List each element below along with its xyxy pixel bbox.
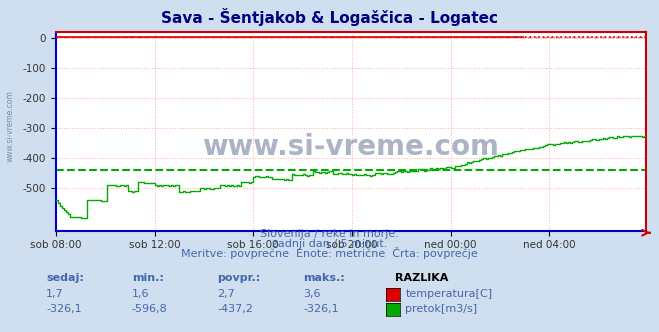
Text: temperatura[C]: temperatura[C]	[405, 289, 492, 299]
Text: Slovenija / reke in morje.: Slovenija / reke in morje.	[260, 229, 399, 239]
Text: maks.:: maks.:	[303, 273, 345, 283]
Text: 1,7: 1,7	[46, 289, 64, 299]
Text: 1,6: 1,6	[132, 289, 150, 299]
Text: pretok[m3/s]: pretok[m3/s]	[405, 304, 477, 314]
Text: -437,2: -437,2	[217, 304, 253, 314]
Text: Meritve: povprečne  Enote: metrične  Črta: povprečje: Meritve: povprečne Enote: metrične Črta:…	[181, 247, 478, 259]
Text: www.si-vreme.com: www.si-vreme.com	[202, 133, 500, 161]
Text: povpr.:: povpr.:	[217, 273, 261, 283]
Text: min.:: min.:	[132, 273, 163, 283]
Text: sedaj:: sedaj:	[46, 273, 84, 283]
Text: www.si-vreme.com: www.si-vreme.com	[5, 90, 14, 162]
Text: -326,1: -326,1	[46, 304, 82, 314]
Text: -326,1: -326,1	[303, 304, 339, 314]
Text: -596,8: -596,8	[132, 304, 167, 314]
Text: 3,6: 3,6	[303, 289, 321, 299]
Text: zadnji dan / 5 minut.: zadnji dan / 5 minut.	[272, 239, 387, 249]
Text: RAZLIKA: RAZLIKA	[395, 273, 449, 283]
Text: Sava - Šentjakob & Logaščica - Logatec: Sava - Šentjakob & Logaščica - Logatec	[161, 8, 498, 26]
Text: 2,7: 2,7	[217, 289, 235, 299]
